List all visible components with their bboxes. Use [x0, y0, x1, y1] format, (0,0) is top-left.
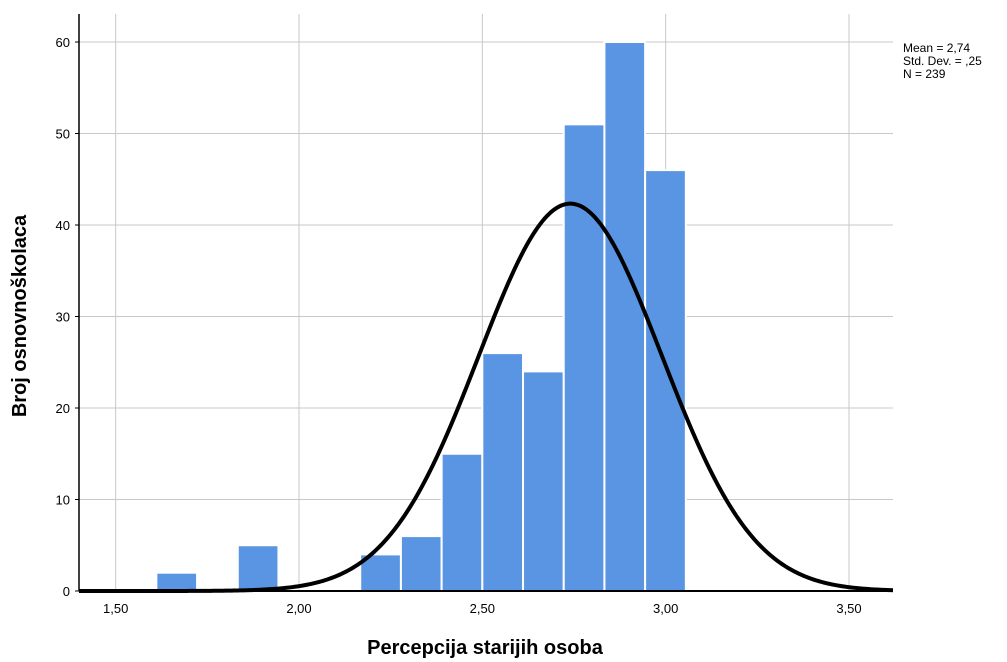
stats-std-dev: Std. Dev. = ,25 — [903, 54, 982, 68]
histogram-bar-0 — [155, 571, 199, 593]
grid-lines — [79, 14, 893, 591]
y-tick-label-5: 50 — [56, 127, 70, 142]
y-tick-labels: 0 10 20 30 40 50 60 — [56, 35, 70, 599]
y-tick-label-2: 20 — [56, 401, 70, 416]
axes — [75, 14, 893, 592]
bars — [155, 41, 687, 593]
stats-n: N = 239 — [903, 67, 946, 81]
histogram-bar-8 — [603, 41, 647, 592]
x-tick-label-1: 2,00 — [286, 601, 311, 616]
y-tick-label-0: 0 — [63, 584, 70, 599]
histogram-bar-5 — [481, 352, 525, 592]
histogram-bar-9 — [644, 169, 687, 592]
histogram-bar-7 — [562, 123, 606, 592]
y-axis-title: Broj osnovnoškolaca — [9, 214, 31, 417]
x-tick-labels: 1,50 2,00 2,50 3,00 3,50 — [103, 601, 862, 616]
y-tick-label-4: 40 — [56, 218, 70, 233]
x-tick-label-0: 1,50 — [103, 601, 128, 616]
x-tick-label-2: 2,50 — [470, 601, 495, 616]
histogram-bar-3 — [399, 535, 443, 592]
stats-mean: Mean = 2,74 — [903, 41, 970, 55]
x-tick-label-3: 3,00 — [653, 601, 678, 616]
y-tick-label-3: 30 — [56, 310, 70, 325]
y-tick-label-1: 10 — [56, 493, 70, 508]
x-axis-title: Percepcija starijih osoba — [367, 637, 604, 659]
y-tick-label-6: 60 — [56, 35, 70, 50]
histogram-bar-4 — [440, 452, 484, 592]
histogram-bar-6 — [522, 370, 565, 592]
histogram-bar-1 — [236, 544, 280, 592]
x-tick-label-4: 3,50 — [836, 601, 861, 616]
stats-box: Mean = 2,74 Std. Dev. = ,25 N = 239 — [903, 41, 982, 81]
